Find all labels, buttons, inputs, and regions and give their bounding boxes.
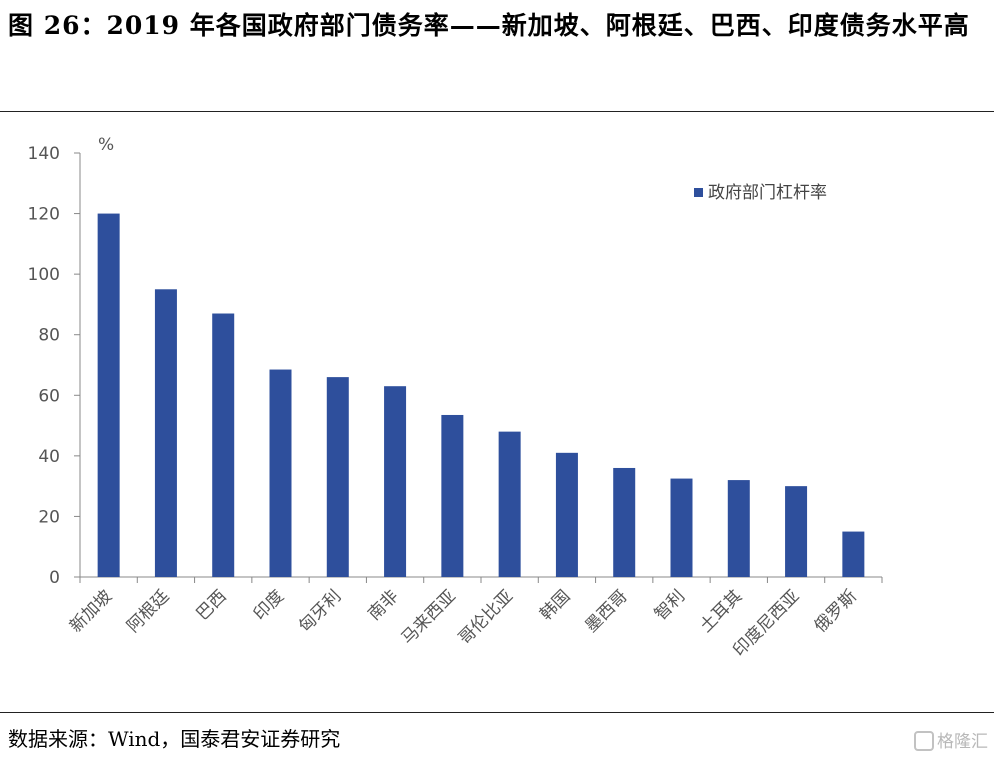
y-tick-label: 60 xyxy=(38,386,60,406)
y-tick-label: 140 xyxy=(28,144,60,164)
legend-swatch xyxy=(694,188,703,197)
bar xyxy=(613,467,636,577)
bar xyxy=(97,213,120,578)
top-divider xyxy=(0,111,994,112)
x-tick-label: 韩国 xyxy=(536,586,574,624)
y-tick-label: 0 xyxy=(49,568,60,588)
x-tick-label: 巴西 xyxy=(193,586,231,624)
bar xyxy=(555,452,578,577)
bars xyxy=(97,213,865,578)
bar xyxy=(154,289,177,577)
bar xyxy=(269,369,292,577)
y-unit-label: % xyxy=(98,135,114,155)
watermark: 格隆汇 xyxy=(914,727,988,752)
y-tick-label: 100 xyxy=(28,265,60,285)
y-tick-label: 80 xyxy=(38,326,60,346)
bar xyxy=(842,531,865,577)
bar xyxy=(384,386,407,577)
bar xyxy=(326,377,349,577)
x-tick-label: 匈牙利 xyxy=(295,586,345,636)
x-tick-label: 印度 xyxy=(250,586,288,624)
bar xyxy=(498,431,521,577)
y-tick-label: 20 xyxy=(38,507,60,527)
bar xyxy=(670,478,693,577)
x-tick-label: 智利 xyxy=(651,586,689,624)
y-tick-label: 120 xyxy=(28,205,60,225)
x-tick-label: 俄罗斯 xyxy=(811,586,861,636)
x-axis xyxy=(79,576,883,583)
x-tick-label: 新加坡 xyxy=(66,586,116,636)
x-tick-label: 南非 xyxy=(364,586,402,624)
legend-label: 政府部门杠杆率 xyxy=(708,183,827,203)
bar xyxy=(441,414,464,577)
y-tick-label: 40 xyxy=(38,447,60,467)
x-tick-label: 哥伦比亚 xyxy=(455,586,517,648)
x-tick-label: 阿根廷 xyxy=(123,586,173,636)
bar-chart: 0 20 40 60 80 100 120 140 新加坡 阿根廷 巴西 印度 匈牙利 南非马来西亚哥伦… xyxy=(28,135,883,661)
bar xyxy=(212,313,235,577)
watermark-logo-icon xyxy=(914,731,934,751)
bar xyxy=(727,480,750,577)
x-tick-label: 土耳其 xyxy=(696,586,746,636)
x-tick-label: 墨西哥 xyxy=(582,586,632,636)
bottom-divider xyxy=(0,712,994,713)
y-axis: 0 20 40 60 80 100 120 140 xyxy=(28,144,81,588)
x-tick-label: 马来西亚 xyxy=(398,586,460,648)
bar xyxy=(785,486,808,577)
figure-title: 图 26：2019 年各国政府部门债务率——新加坡、阿根廷、巴西、印度债务水平高 xyxy=(8,11,970,40)
source-note: 数据来源：Wind，国泰君安证券研究 xyxy=(8,727,341,751)
legend: 政府部门杠杆率 xyxy=(694,183,827,203)
watermark-text: 格隆汇 xyxy=(937,732,988,752)
